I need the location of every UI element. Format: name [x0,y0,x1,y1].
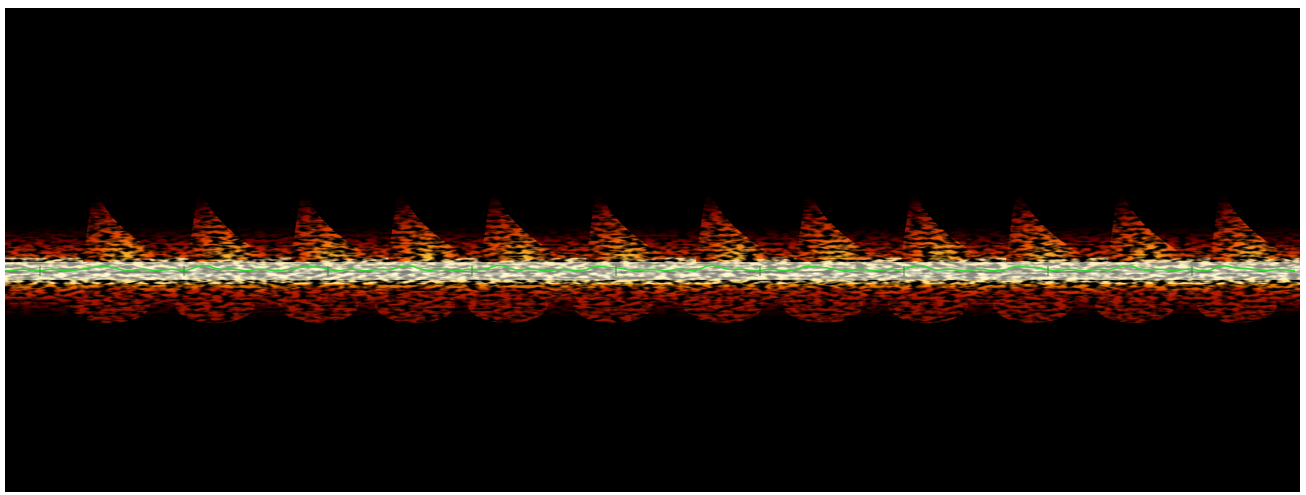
spectral-center [5,262,1300,280]
flare [796,185,878,262]
flare-lower [783,287,863,323]
flare-lower [1095,287,1175,323]
flare-lower [375,287,455,323]
flare-lower [1197,287,1277,323]
flare [696,185,778,262]
envelope-trace [4,264,1296,272]
flare [388,185,470,262]
flare [188,185,270,262]
flare [1006,185,1088,262]
flare-lower [468,287,548,323]
flare [1108,185,1190,262]
flare-lower [888,287,968,323]
flare-lower [278,287,358,323]
flare [586,185,668,262]
flare [901,185,983,262]
flare [291,185,373,262]
flare-lower [573,287,653,323]
flare-lower [683,287,763,323]
flare [1210,185,1292,262]
flare [83,185,165,262]
flare-lower [70,287,150,323]
flare-lower [993,287,1073,323]
flare [481,185,563,262]
flare-lower [175,287,255,323]
